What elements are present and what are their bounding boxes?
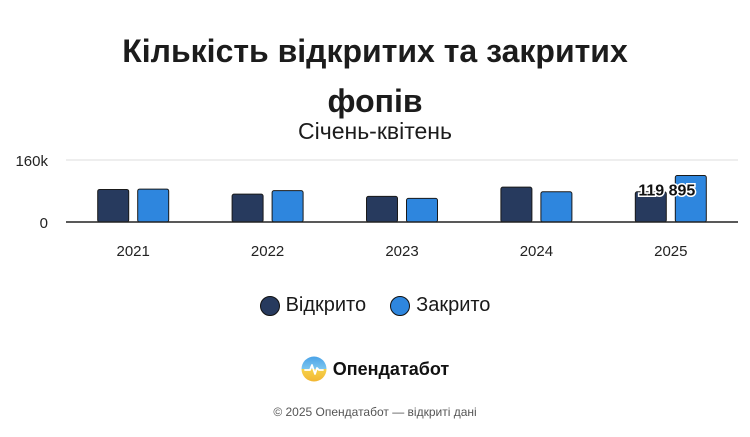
x-tick-label: 2025 [654, 243, 687, 260]
bar-opened-2024 [500, 186, 533, 223]
legend-item-closed[interactable]: Закрито [390, 294, 490, 317]
legend-swatch-closed [390, 295, 411, 316]
bar-closed-2024 [540, 191, 573, 223]
bar-opened-2022 [231, 193, 264, 223]
opendatabot-logo-icon [301, 356, 327, 382]
y-tick-label: 0 [40, 215, 48, 232]
x-tick-label: 2021 [117, 243, 150, 260]
chart-subtitle: Січень-квітень [298, 118, 452, 144]
legend: Відкрито Закрито [0, 294, 750, 317]
legend-swatch-opened [259, 295, 280, 316]
legend-label-closed: Закрито [416, 294, 491, 316]
bar-closed-2023 [406, 197, 438, 223]
legend-item-opened[interactable]: Відкрито [259, 294, 367, 317]
brand[interactable]: Опендатабот [0, 356, 750, 382]
bar-chart: 0 160k 2021 2022 2023 2024 2025 119 895 [15, 153, 738, 260]
chart-title-line2: фопів [327, 83, 423, 119]
data-label: 119 895 [638, 183, 695, 200]
bar-closed-2022 [271, 190, 304, 223]
x-tick-label: 2022 [251, 243, 284, 260]
legend-label-opened: Відкрито [285, 294, 367, 316]
chart-title: Кількість відкритих та закритих фопів [0, 26, 750, 126]
x-tick-label: 2023 [385, 243, 418, 260]
bar-opened-2023 [366, 195, 398, 223]
footer-copyright: © 2025 Опендатабот — відкриті дані [273, 405, 477, 419]
bar-opened-2021 [97, 188, 130, 223]
x-tick-label: 2024 [520, 243, 553, 260]
brand-name: Опендатабот [332, 358, 450, 379]
chart-title-line1: Кількість відкритих та закритих [122, 33, 628, 69]
y-tick-label: 160k [15, 153, 48, 170]
bar-closed-2021 [137, 188, 170, 223]
